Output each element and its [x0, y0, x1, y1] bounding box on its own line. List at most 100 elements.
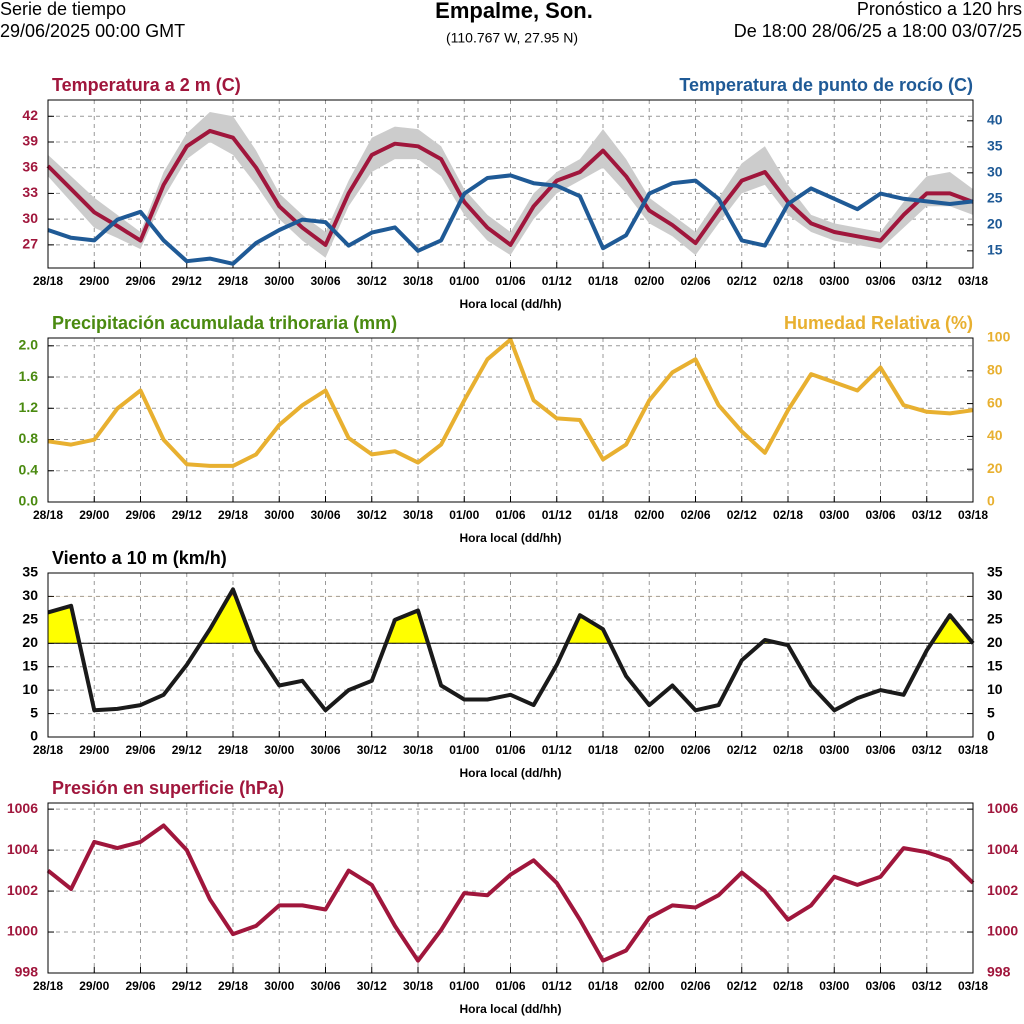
- x-tick-label: 03/00: [819, 508, 849, 522]
- x-tick-label: 02/06: [680, 979, 710, 993]
- x-tick-label: 30/12: [357, 274, 387, 288]
- y2-tick-label: 35: [987, 564, 1003, 580]
- x-tick-label: 02/12: [727, 979, 757, 993]
- x-tick-label: 03/12: [912, 274, 942, 288]
- y2-tick-label: 35: [987, 138, 1003, 154]
- x-tick-label: 29/18: [218, 979, 248, 993]
- y-tick-label: 20: [22, 634, 38, 650]
- y-tick-label: 0.4: [19, 461, 39, 477]
- x-tick-label: 02/18: [773, 274, 803, 288]
- x-tick-label: 03/18: [958, 979, 988, 993]
- panel-y2-title: Temperatura de punto de rocío (C): [679, 75, 973, 95]
- y-tick-label: 998: [15, 964, 39, 980]
- x-tick-label: 02/12: [727, 274, 757, 288]
- x-tick-label: 28/18: [33, 743, 63, 757]
- y2-tick-label: 0: [987, 728, 995, 744]
- x-tick-label: 29/12: [172, 979, 202, 993]
- y2-tick-label: 0: [987, 493, 995, 509]
- x-tick-label: 01/06: [495, 743, 525, 757]
- x-tick-label: 01/12: [542, 508, 572, 522]
- y-tick-label: 0: [30, 728, 38, 744]
- x-tick-label: 02/18: [773, 743, 803, 757]
- x-tick-label: 29/18: [218, 743, 248, 757]
- x-tick-label: 03/00: [819, 743, 849, 757]
- y-tick-label: 30: [22, 587, 38, 603]
- y-tick-label: 15: [22, 657, 38, 673]
- panel-y2-title: Humedad Relativa (%): [784, 313, 973, 333]
- x-tick-label: 29/00: [79, 743, 109, 757]
- x-tick-label: 29/00: [79, 508, 109, 522]
- x-tick-label: 01/18: [588, 979, 618, 993]
- y2-tick-label: 25: [987, 190, 1003, 206]
- x-tick-label: 01/06: [495, 508, 525, 522]
- y2-tick-label: 1002: [987, 882, 1018, 898]
- x-tick-label: 02/00: [634, 743, 664, 757]
- y2-tick-label: 20: [987, 634, 1003, 650]
- x-tick-label: 29/18: [218, 508, 248, 522]
- y2-tick-label: 40: [987, 112, 1003, 128]
- y-tick-label: 1.6: [19, 368, 39, 384]
- x-tick-label: 02/12: [727, 508, 757, 522]
- panel-title: Viento a 10 m (km/h): [52, 548, 227, 568]
- x-tick-label: 29/06: [125, 743, 155, 757]
- y-tick-label: 1.2: [19, 399, 39, 415]
- y2-tick-label: 5: [987, 704, 995, 720]
- x-tick-label: 03/06: [865, 508, 895, 522]
- x-tick-label: 30/18: [403, 274, 433, 288]
- y2-tick-label: 25: [987, 611, 1003, 627]
- y2-tick-label: 1004: [987, 841, 1018, 857]
- y-tick-label: 1002: [7, 882, 38, 898]
- x-tick-label: 03/12: [912, 743, 942, 757]
- x-tick-label: 01/18: [588, 743, 618, 757]
- x-tick-label: 30/00: [264, 743, 294, 757]
- y2-tick-label: 1006: [987, 800, 1018, 816]
- y-tick-label: 10: [22, 681, 38, 697]
- x-tick-label: 29/06: [125, 508, 155, 522]
- x-tick-label: 03/18: [958, 508, 988, 522]
- x-tick-label: 01/18: [588, 508, 618, 522]
- y2-tick-label: 15: [987, 657, 1003, 673]
- x-tick-label: 01/00: [449, 743, 479, 757]
- plot-frame: [47, 572, 974, 738]
- header-title: Empalme, Son.: [435, 0, 593, 23]
- panel-title: Precipitación acumulada trihoraria (mm): [52, 313, 397, 333]
- x-tick-label: 30/18: [403, 743, 433, 757]
- y-tick-label: 27: [22, 236, 38, 252]
- y-tick-label: 0.8: [19, 430, 39, 446]
- y2-tick-label: 40: [987, 427, 1003, 443]
- x-tick-label: 02/06: [680, 274, 710, 288]
- y2-tick-label: 30: [987, 164, 1003, 180]
- x-tick-label: 03/00: [819, 979, 849, 993]
- x-tick-label: 30/06: [310, 979, 340, 993]
- header-right-top: Pronóstico a 120 hrs: [857, 0, 1022, 19]
- series-line: [47, 337, 974, 468]
- x-tick-label: 01/00: [449, 979, 479, 993]
- plot-frame: [47, 337, 974, 503]
- plot-frame: [47, 802, 974, 974]
- x-axis-label: Hora local (dd/hh): [460, 531, 562, 545]
- y2-tick-label: 998: [987, 964, 1011, 980]
- x-tick-label: 30/00: [264, 979, 294, 993]
- series-line: [47, 173, 974, 266]
- header-right-bottom: De 18:00 28/06/25 a 18:00 03/07/25: [734, 21, 1022, 41]
- y2-tick-label: 10: [987, 681, 1003, 697]
- header-left-bottom: 29/06/2025 00:00 GMT: [0, 21, 185, 41]
- y-tick-label: 35: [22, 564, 38, 580]
- x-tick-label: 02/18: [773, 508, 803, 522]
- panel-title: Presión en superficie (hPa): [52, 778, 284, 798]
- y-tick-label: 1000: [7, 923, 38, 939]
- x-tick-label: 03/06: [865, 979, 895, 993]
- y-tick-label: 42: [22, 107, 38, 123]
- header-left-top: Serie de tiempo: [0, 0, 126, 19]
- x-tick-label: 01/06: [495, 979, 525, 993]
- x-tick-label: 29/00: [79, 979, 109, 993]
- y2-tick-label: 20: [987, 216, 1003, 232]
- x-tick-label: 30/06: [310, 508, 340, 522]
- x-tick-label: 30/00: [264, 274, 294, 288]
- y2-tick-label: 20: [987, 460, 1003, 476]
- x-tick-label: 01/12: [542, 274, 572, 288]
- x-tick-label: 02/00: [634, 979, 664, 993]
- x-tick-label: 30/12: [357, 979, 387, 993]
- threshold-fill: [48, 589, 973, 644]
- series-line: [46, 823, 975, 963]
